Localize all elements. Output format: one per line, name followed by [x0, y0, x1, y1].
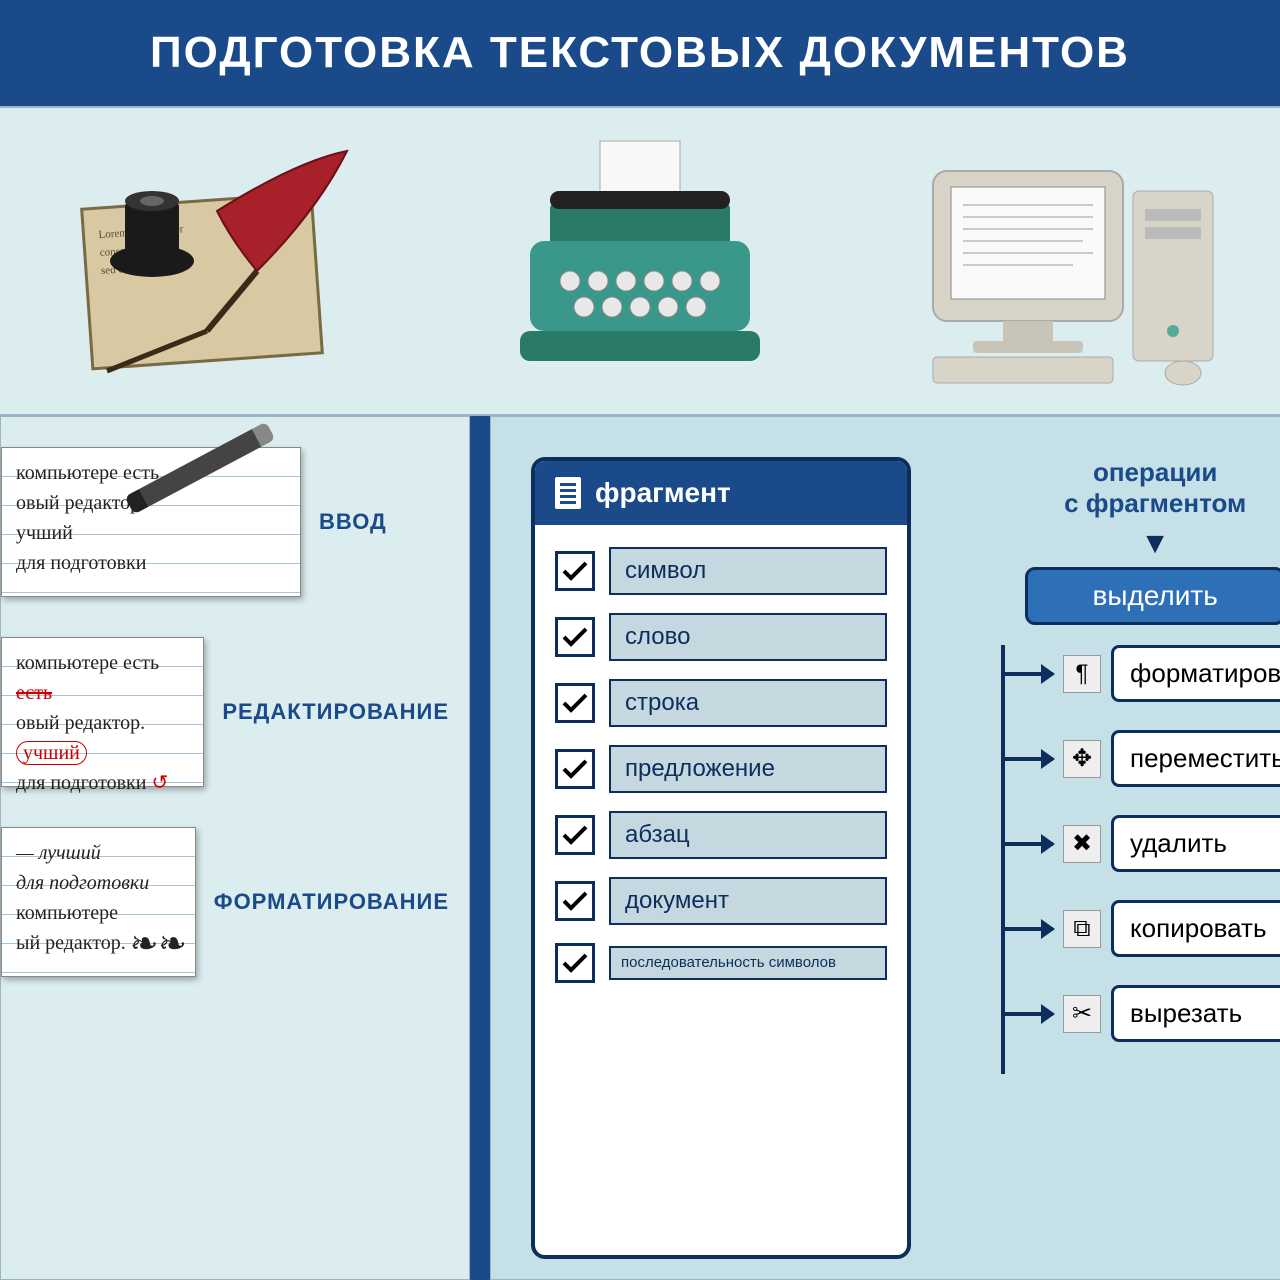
ops-title-line1: операции — [1093, 457, 1217, 487]
check-label: слово — [609, 613, 887, 661]
stage-label-format: ФОРМАТИРОВАНИЕ — [214, 889, 449, 915]
checkbox-icon — [555, 683, 595, 723]
operation-label: удалить — [1111, 815, 1280, 872]
operation-row: ¶ форматировать — [1005, 645, 1280, 702]
stage-label-input: ВВОД — [319, 509, 387, 535]
evolution-item-typewriter — [460, 131, 820, 391]
check-row: символ — [555, 547, 887, 595]
tree-branch-icon — [1005, 1012, 1053, 1016]
stage-text-line: — лучший — [16, 842, 101, 864]
operation-label: переместить — [1111, 730, 1280, 787]
stage-card-input: компьютере есть овый редактор. учший для… — [1, 447, 301, 597]
lower-section: компьютере есть овый редактор. учший для… — [0, 416, 1280, 1280]
arrow-down-icon: ▼ — [971, 527, 1280, 567]
poster-root: ПОДГОТОВКА ТЕКСТОВЫХ ДОКУМЕНТОВ Lorem ip… — [0, 0, 1280, 1280]
stage-text-line: овый редактор. — [16, 712, 145, 734]
checkbox-icon — [555, 881, 595, 921]
check-label: предложение — [609, 745, 887, 793]
operation-label: форматировать — [1111, 645, 1280, 702]
evolution-item-computer — [873, 131, 1233, 391]
check-row: документ — [555, 877, 887, 925]
operation-row: ✖ удалить — [1005, 815, 1280, 872]
format-icon: ¶ — [1063, 655, 1101, 693]
edit-mark-icon: есть — [16, 682, 52, 704]
page-title: ПОДГОТОВКА ТЕКСТОВЫХ ДОКУМЕНТОВ — [20, 28, 1260, 78]
check-label: последовательность символов — [609, 946, 887, 980]
checkbox-icon — [555, 617, 595, 657]
check-row: предложение — [555, 745, 887, 793]
operation-row: ⧉ копировать — [1005, 900, 1280, 957]
stage-input: компьютере есть овый редактор. учший для… — [1, 447, 449, 597]
checkbox-icon — [555, 551, 595, 591]
stage-card-format: — лучший для подготовки компьютере ❧❧ ый… — [1, 827, 196, 977]
stages-panel: компьютере есть овый редактор. учший для… — [0, 416, 470, 1280]
operation-label: вырезать — [1111, 985, 1280, 1042]
document-icon — [555, 477, 581, 509]
tree-branch-icon — [1005, 927, 1053, 931]
stage-text-line: учший — [16, 522, 73, 544]
tree-branch-icon — [1005, 842, 1053, 846]
cut-icon: ✂ — [1063, 995, 1101, 1033]
check-label: строка — [609, 679, 887, 727]
quill-icon: Lorem ipsum dolor consectetur adipis sed… — [47, 131, 407, 391]
stage-text-line: для подготовки — [16, 772, 146, 794]
fragment-title: фрагмент — [595, 477, 731, 509]
title-band: ПОДГОТОВКА ТЕКСТОВЫХ ДОКУМЕНТОВ — [0, 0, 1280, 106]
operation-row: ✂ вырезать — [1005, 985, 1280, 1042]
stage-text-line: для подготовки — [16, 872, 149, 894]
operations-title: операции с фрагментом — [971, 457, 1280, 519]
ops-title-line2: с фрагментом — [1064, 488, 1246, 518]
checkbox-icon — [555, 749, 595, 789]
checkbox-icon — [555, 815, 595, 855]
stage-text-line: компьютере есть — [16, 652, 159, 674]
fragment-body: символ слово строка предложение абзац докумен… — [535, 525, 907, 1031]
checkbox-icon — [555, 943, 595, 983]
edit-mark-icon: учший — [16, 741, 87, 765]
stage-edit: компьютере есть есть овый редактор. учши… — [1, 637, 449, 787]
check-label: абзац — [609, 811, 887, 859]
right-panel: фрагмент символ слово строка предложение абз… — [490, 416, 1280, 1280]
stage-text-line: для подготовки — [16, 552, 146, 574]
typewriter-icon — [460, 131, 820, 391]
copy-icon: ⧉ — [1063, 910, 1101, 948]
stage-text-line: овый редактор. — [16, 492, 145, 514]
stage-format: — лучший для подготовки компьютере ❧❧ ый… — [1, 827, 449, 977]
edit-mark-icon: ↺ — [151, 772, 168, 794]
stage-text-line: ый редактор. — [16, 932, 126, 954]
check-label: символ — [609, 547, 887, 595]
operations-tree: ¶ форматировать ✥ переместить ✖ удалить ⧉ копир… — [1001, 645, 1280, 1074]
fragment-header: фрагмент — [535, 461, 907, 525]
fragment-box: фрагмент символ слово строка предложение абз… — [531, 457, 911, 1259]
operations-column: операции с фрагментом ▼ выделить ¶ формат… — [971, 457, 1280, 1259]
evolution-item-quill: Lorem ipsum dolor consectetur adipis sed… — [47, 131, 407, 391]
operations-root: выделить — [1025, 567, 1280, 625]
decor-icon: ❧❧ — [130, 919, 187, 970]
check-row: строка — [555, 679, 887, 727]
check-row: абзац — [555, 811, 887, 859]
stage-card-edit: компьютере есть есть овый редактор. учши… — [1, 637, 204, 787]
stage-label-edit: РЕДАКТИРОВАНИЕ — [222, 699, 449, 725]
tree-branch-icon — [1005, 757, 1053, 761]
operation-label: копировать — [1111, 900, 1280, 957]
stage-text-line: компьютере — [16, 902, 118, 924]
evolution-band: Lorem ipsum dolor consectetur adipis sed… — [0, 106, 1280, 416]
check-row: последовательность символов — [555, 943, 887, 983]
stage-text-line: компьютере есть — [16, 462, 159, 484]
operation-row: ✥ переместить — [1005, 730, 1280, 787]
computer-icon — [873, 131, 1233, 391]
check-row: слово — [555, 613, 887, 661]
move-icon: ✥ — [1063, 740, 1101, 778]
check-label: документ — [609, 877, 887, 925]
tree-branch-icon — [1005, 672, 1053, 676]
delete-icon: ✖ — [1063, 825, 1101, 863]
